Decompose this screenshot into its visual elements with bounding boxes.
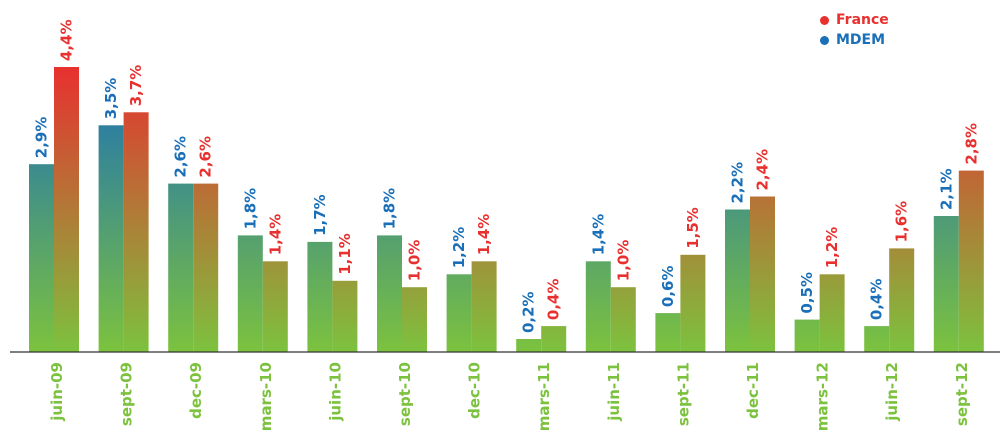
value-label-france: 1,4% — [475, 214, 493, 256]
value-label-mdem: 2,9% — [33, 117, 51, 159]
value-label-france: 4,4% — [58, 19, 76, 61]
value-label-mdem: 2,6% — [172, 136, 190, 178]
x-tick-label: juin-10 — [326, 362, 344, 422]
bar-mdem — [725, 209, 750, 352]
value-label-france: 2,8% — [962, 123, 980, 165]
bar-mdem — [655, 313, 681, 352]
x-tick-label: mars-11 — [535, 362, 553, 431]
value-label-france: 3,7% — [127, 65, 145, 107]
value-label-france: 1,0% — [406, 240, 424, 282]
legend-label-france: France — [836, 12, 889, 28]
value-label-mdem: 3,5% — [102, 78, 120, 120]
x-tick-label: mars-10 — [257, 362, 275, 431]
bars-layer — [29, 67, 984, 353]
value-label-france: 0,4% — [545, 278, 563, 320]
value-label-mdem: 1,8% — [241, 188, 259, 230]
bar-france — [471, 261, 497, 352]
bar-mdem — [307, 241, 333, 352]
value-label-mdem: 0,2% — [520, 291, 538, 333]
value-label-france: 1,6% — [893, 201, 911, 243]
x-tick-label: dec-11 — [744, 362, 762, 419]
bar-france — [123, 112, 149, 352]
bar-france — [750, 196, 775, 352]
value-label-france: 1,4% — [266, 214, 284, 256]
bar-france — [54, 67, 79, 352]
bar-mdem — [168, 183, 194, 352]
bar-mdem — [516, 339, 542, 352]
x-tick-label: sept-12 — [953, 362, 971, 426]
bar-mdem — [377, 235, 402, 352]
bar-france — [193, 183, 219, 352]
value-label-mdem: 1,8% — [381, 188, 399, 230]
value-label-france: 1,1% — [336, 233, 354, 275]
legend-dot-france — [820, 15, 829, 25]
bar-france — [262, 261, 288, 352]
bar-france — [819, 274, 845, 352]
legend-dot-mdem — [820, 35, 829, 45]
bar-mdem — [933, 216, 959, 352]
x-tick-label: mars-12 — [814, 362, 832, 431]
x-tick-label: dec-09 — [187, 362, 205, 419]
value-label-mdem: 0,4% — [868, 278, 886, 320]
bar-france — [402, 287, 427, 352]
bar-france — [680, 254, 706, 352]
bar-france — [332, 280, 358, 353]
value-label-france: 1,2% — [823, 227, 841, 269]
x-tick-label: sept-10 — [396, 362, 414, 426]
x-tick-label: juin-12 — [883, 362, 901, 422]
x-tick-label: sept-11 — [674, 362, 692, 426]
bar-mdem — [446, 274, 472, 352]
bar-mdem — [29, 164, 54, 352]
x-tick-label: dec-10 — [466, 362, 484, 419]
bar-mdem — [237, 235, 263, 352]
bar-mdem — [585, 261, 611, 352]
legend-item-france: France — [820, 10, 889, 30]
bar-mdem — [98, 125, 124, 352]
value-label-mdem: 1,4% — [589, 214, 607, 256]
category-labels-layer: juin-09 sept-09 dec-09 mars-10 juin-10 sept-1… — [48, 362, 971, 431]
value-label-mdem: 1,2% — [450, 227, 468, 269]
legend-item-mdem: MDEM — [820, 30, 889, 50]
bar-france — [610, 287, 636, 352]
value-label-france: 2,4% — [754, 149, 772, 191]
value-label-france: 1,0% — [614, 240, 632, 282]
legend: France MDEM — [820, 10, 889, 50]
x-tick-label: sept-09 — [118, 362, 136, 426]
value-label-mdem: 0,5% — [798, 272, 816, 314]
value-label-france: 1,5% — [684, 207, 702, 249]
bar-mdem — [794, 319, 820, 352]
bar-mdem — [864, 326, 890, 352]
bar-france — [541, 326, 567, 352]
bar-france — [889, 248, 915, 352]
x-tick-label: juin-11 — [605, 362, 623, 422]
value-label-mdem: 2,1% — [937, 168, 955, 210]
bar-france — [958, 170, 984, 352]
x-tick-label: juin-09 — [48, 362, 66, 422]
value-label-mdem: 2,2% — [729, 162, 747, 204]
value-label-france: 2,6% — [197, 136, 215, 178]
value-label-mdem: 1,7% — [311, 194, 329, 236]
value-labels-layer: 2,9% 4,4% 3,5% 3,7% 2,6% 2,6% 1,8% 1,4% 1,7% 1,1%… — [33, 19, 981, 333]
value-label-mdem: 0,6% — [659, 265, 677, 307]
legend-label-mdem: MDEM — [836, 32, 886, 48]
